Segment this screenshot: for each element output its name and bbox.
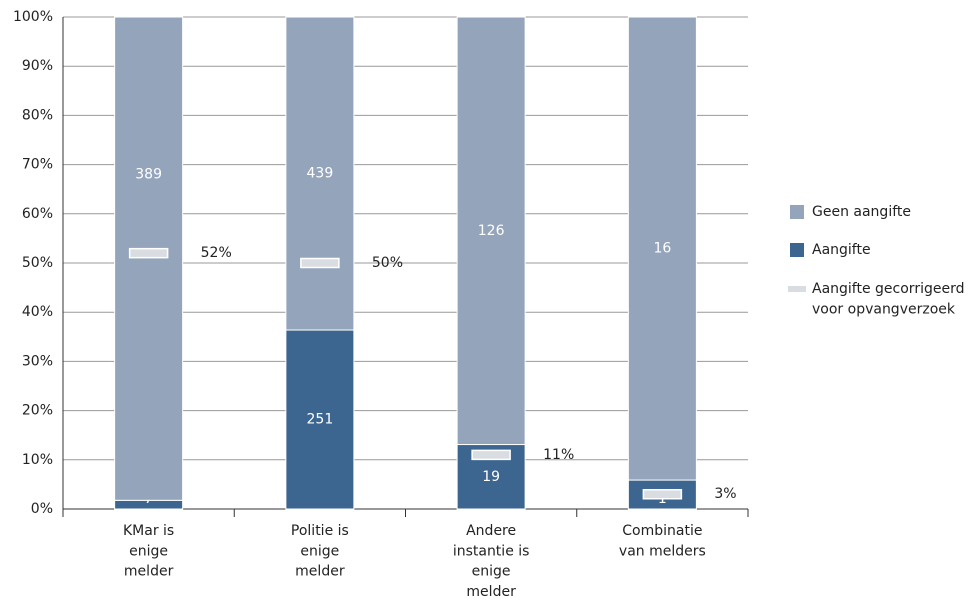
legend-label: Aangifte — [812, 242, 871, 258]
bar-label: 439 — [307, 166, 334, 182]
bar-segment — [114, 16, 184, 501]
legend-swatch — [788, 286, 806, 292]
marker — [642, 488, 683, 500]
y-tick-label: 30% — [22, 353, 53, 369]
x-tick-label: Politie is enige melder — [291, 523, 349, 580]
legend-swatch — [790, 243, 804, 257]
y-tick-label: 100% — [13, 9, 53, 25]
marker-label: 50% — [372, 255, 403, 271]
y-tick-label: 10% — [22, 452, 53, 468]
y-tick-label: 70% — [22, 157, 53, 173]
y-tick-label: 90% — [22, 58, 53, 74]
marker-label: 3% — [714, 486, 736, 502]
legend-swatch — [790, 205, 804, 219]
bar-segment — [285, 329, 355, 510]
x-tick-label: KMar is enige melder — [123, 523, 174, 580]
marker-label: 52% — [201, 245, 232, 261]
legend-label: Aangifte gecorrigeerd voor opvangverzoek — [812, 281, 964, 317]
bar-label: 389 — [135, 166, 162, 182]
bar-label: 251 — [307, 412, 334, 428]
bar-segment — [456, 16, 526, 446]
bar-label: 126 — [478, 223, 505, 239]
y-tick-label: 50% — [22, 255, 53, 271]
y-tick-label: 0% — [31, 501, 53, 517]
bar-segment — [285, 16, 355, 331]
y-tick-label: 40% — [22, 304, 53, 320]
marker-label: 11% — [543, 447, 574, 463]
y-tick-label: 80% — [22, 107, 53, 123]
x-tick-label: Andere instantie is enige melder — [453, 523, 530, 600]
legend-label: Geen aangifte — [812, 204, 911, 220]
marker — [300, 257, 340, 269]
marker — [471, 449, 511, 461]
bar-segment — [627, 16, 697, 481]
y-tick-label: 60% — [22, 206, 53, 222]
x-tick-label: Combinatie van melders — [619, 523, 706, 559]
bar-label: 16 — [653, 241, 671, 257]
bar-label: 19 — [482, 469, 500, 485]
marker — [128, 247, 169, 259]
y-tick-label: 20% — [22, 403, 53, 419]
